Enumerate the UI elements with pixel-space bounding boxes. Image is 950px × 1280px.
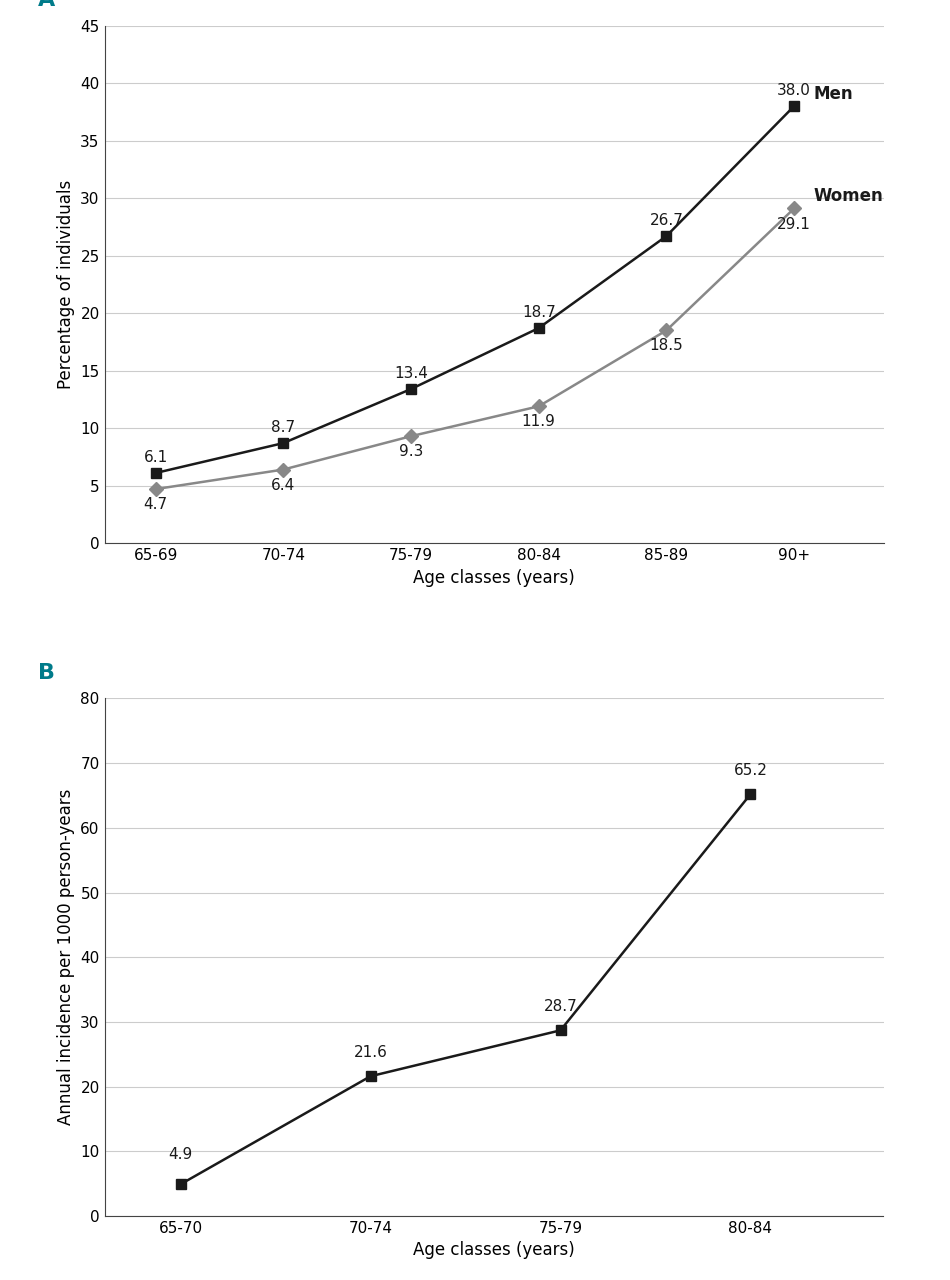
Text: 65.2: 65.2 xyxy=(733,763,768,778)
Text: 29.1: 29.1 xyxy=(777,216,811,232)
Text: 6.1: 6.1 xyxy=(143,451,168,465)
Text: 18.5: 18.5 xyxy=(650,338,683,353)
Text: 11.9: 11.9 xyxy=(522,415,556,429)
Text: 18.7: 18.7 xyxy=(522,305,556,320)
Text: 13.4: 13.4 xyxy=(394,366,428,381)
Text: 8.7: 8.7 xyxy=(271,420,295,435)
X-axis label: Age classes (years): Age classes (years) xyxy=(413,1242,575,1260)
Text: 9.3: 9.3 xyxy=(399,444,423,460)
Text: 38.0: 38.0 xyxy=(777,83,811,99)
Text: 21.6: 21.6 xyxy=(353,1044,388,1060)
Text: 4.9: 4.9 xyxy=(168,1147,193,1162)
Text: Women: Women xyxy=(813,187,883,205)
Text: A: A xyxy=(38,0,55,10)
Text: 4.7: 4.7 xyxy=(143,497,167,512)
Y-axis label: Percentage of individuals: Percentage of individuals xyxy=(57,179,75,389)
Text: 6.4: 6.4 xyxy=(271,477,295,493)
X-axis label: Age classes (years): Age classes (years) xyxy=(413,568,575,586)
Text: B: B xyxy=(38,663,55,684)
Text: Men: Men xyxy=(813,84,853,102)
Text: 28.7: 28.7 xyxy=(543,1000,578,1014)
Text: 26.7: 26.7 xyxy=(650,212,683,228)
Y-axis label: Annual incidence per 1000 person-years: Annual incidence per 1000 person-years xyxy=(57,788,75,1125)
